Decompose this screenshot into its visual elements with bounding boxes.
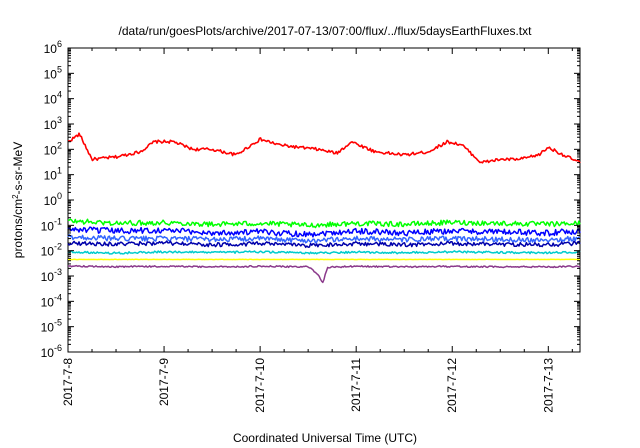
series-line bbox=[67, 226, 581, 238]
y-tick-label: 10-3 bbox=[41, 267, 62, 284]
chart-title: /data/run/goesPlots/archive/2017-07-13/0… bbox=[119, 24, 533, 38]
y-tick-label: 10-4 bbox=[41, 292, 62, 309]
y-axis-label-sup: 2 bbox=[11, 194, 20, 199]
x-tick-label: 2017-7-11 bbox=[349, 358, 363, 412]
y-tick-label: 105 bbox=[44, 64, 62, 81]
series-line bbox=[67, 218, 581, 229]
y-tick-label: 104 bbox=[44, 90, 62, 107]
y-tick-label: 106 bbox=[44, 39, 62, 56]
y-tick-label: 10-2 bbox=[41, 242, 62, 259]
x-tick-label: 2017-7-12 bbox=[445, 358, 459, 413]
x-axis: 2017-7-8 2017-7-9 2017-7-10 2017-7-11 2017-7… bbox=[61, 48, 573, 413]
y-axis-label: protons/cm2-s-sr-MeV bbox=[11, 142, 26, 258]
plot-frame bbox=[67, 47, 581, 353]
series-line bbox=[67, 234, 581, 244]
y-tick-label: 103 bbox=[44, 115, 62, 132]
plot-area bbox=[67, 47, 581, 353]
y-tick-label: 100 bbox=[44, 191, 62, 208]
series-line bbox=[67, 240, 581, 249]
y-axis-label-pre: protons/cm bbox=[11, 199, 25, 258]
y-axis-label-post: -s-sr-MeV bbox=[11, 142, 25, 195]
x-tick-label: 2017-7-8 bbox=[61, 358, 75, 406]
series-line bbox=[67, 250, 581, 255]
series-line bbox=[67, 264, 581, 284]
y-tick-label: 10-6 bbox=[41, 343, 62, 360]
y-axis: 106 105 104 103 102 101 100 10-1 10-2 10-3 10-4 10-… bbox=[41, 39, 580, 360]
x-axis-label: Coordinated Universal Time (UTC) bbox=[233, 431, 417, 445]
y-tick-label: 102 bbox=[44, 140, 62, 157]
y-tick-label: 101 bbox=[44, 166, 62, 183]
x-tick-label: 2017-7-13 bbox=[541, 358, 555, 413]
x-tick-label: 2017-7-10 bbox=[253, 358, 267, 413]
x-tick-label: 2017-7-9 bbox=[157, 358, 171, 406]
y-tick-label: 10-5 bbox=[41, 318, 62, 335]
series-line bbox=[67, 132, 581, 164]
y-tick-label: 10-1 bbox=[41, 216, 62, 233]
